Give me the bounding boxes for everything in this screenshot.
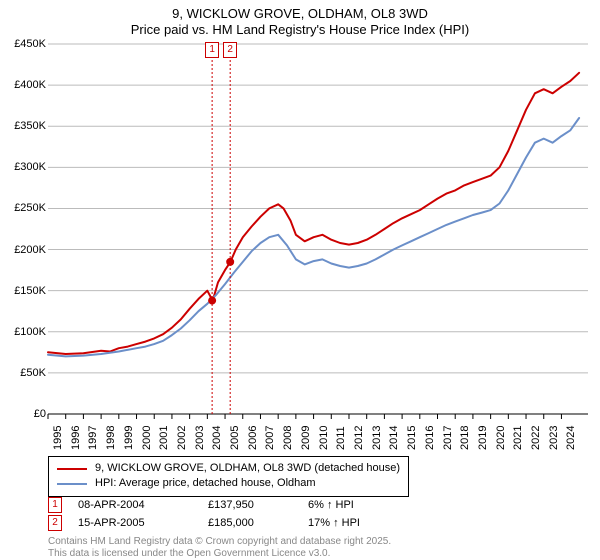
sale-marker-tag: 1 [205,42,219,58]
legend-row-series1: 9, WICKLOW GROVE, OLDHAM, OL8 3WD (detac… [57,461,400,476]
x-tick-label: 1996 [70,426,82,450]
sales-row-2: 2 15-APR-2005 £185,000 17% ↑ HPI [48,514,398,532]
x-tick-label: 2007 [264,426,276,450]
x-tick-label: 2009 [300,426,312,450]
x-tick-label: 1995 [52,426,64,450]
chart-title-line2: Price paid vs. HM Land Registry's House … [0,22,600,38]
x-tick-label: 2023 [548,426,560,450]
y-tick-label: £300K [0,161,46,173]
x-tick-label: 2008 [282,426,294,450]
legend-label-2: HPI: Average price, detached house, Oldh… [95,476,316,491]
y-tick-label: £50K [0,367,46,379]
footer-line2: This data is licensed under the Open Gov… [48,548,391,560]
x-tick-label: 2005 [229,426,241,450]
sales-row-1: 1 08-APR-2004 £137,950 6% ↑ HPI [48,496,398,514]
y-tick-label: £350K [0,120,46,132]
sale-marker-tag: 2 [223,42,237,58]
x-tick-label: 2013 [371,426,383,450]
x-tick-label: 1998 [105,426,117,450]
x-tick-label: 2020 [495,426,507,450]
x-tick-label: 2011 [335,426,347,450]
x-tick-label: 2002 [176,426,188,450]
sale-pct-2: 17% ↑ HPI [308,517,398,529]
sales-table: 1 08-APR-2004 £137,950 6% ↑ HPI 2 15-APR… [48,496,398,532]
footer-line1: Contains HM Land Registry data © Crown c… [48,536,391,548]
x-tick-label: 1999 [123,426,135,450]
y-tick-label: £100K [0,326,46,338]
y-tick-label: £450K [0,38,46,50]
x-tick-label: 2004 [211,426,223,450]
footer-attribution: Contains HM Land Registry data © Crown c… [48,536,391,559]
legend-swatch-2 [57,483,87,485]
sale-marker-1: 1 [48,497,62,513]
x-tick-label: 2014 [388,426,400,450]
chart-container: 9, WICKLOW GROVE, OLDHAM, OL8 3WD Price … [0,0,600,560]
x-tick-label: 2000 [141,426,153,450]
x-tick-label: 2021 [512,426,524,450]
plot-area [48,44,588,414]
x-tick-label: 2010 [318,426,330,450]
sale-pct-1: 6% ↑ HPI [308,499,398,511]
sale-marker-2: 2 [48,515,62,531]
x-tick-label: 2012 [353,426,365,450]
y-tick-label: £200K [0,244,46,256]
sale-price-1: £137,950 [208,499,308,511]
x-tick-label: 2006 [247,426,259,450]
sale-date-2: 15-APR-2005 [78,517,208,529]
y-tick-label: £0 [0,408,46,420]
legend-swatch-1 [57,468,87,470]
x-tick-label: 2015 [406,426,418,450]
sale-date-1: 08-APR-2004 [78,499,208,511]
x-tick-label: 2022 [530,426,542,450]
chart-title-block: 9, WICKLOW GROVE, OLDHAM, OL8 3WD Price … [0,0,600,39]
x-tick-label: 2016 [424,426,436,450]
sale-price-2: £185,000 [208,517,308,529]
y-tick-label: £400K [0,79,46,91]
legend-row-series2: HPI: Average price, detached house, Oldh… [57,476,400,491]
x-tick-label: 2001 [158,426,170,450]
x-tick-label: 2017 [442,426,454,450]
chart-title-line1: 9, WICKLOW GROVE, OLDHAM, OL8 3WD [0,6,600,22]
plot-svg [48,44,588,414]
x-tick-label: 2024 [565,426,577,450]
y-tick-label: £250K [0,202,46,214]
y-tick-label: £150K [0,285,46,297]
x-tick-label: 2003 [194,426,206,450]
x-tick-label: 2019 [477,426,489,450]
x-tick-label: 2018 [459,426,471,450]
legend-label-1: 9, WICKLOW GROVE, OLDHAM, OL8 3WD (detac… [95,461,400,476]
x-tick-label: 1997 [87,426,99,450]
legend: 9, WICKLOW GROVE, OLDHAM, OL8 3WD (detac… [48,456,409,497]
